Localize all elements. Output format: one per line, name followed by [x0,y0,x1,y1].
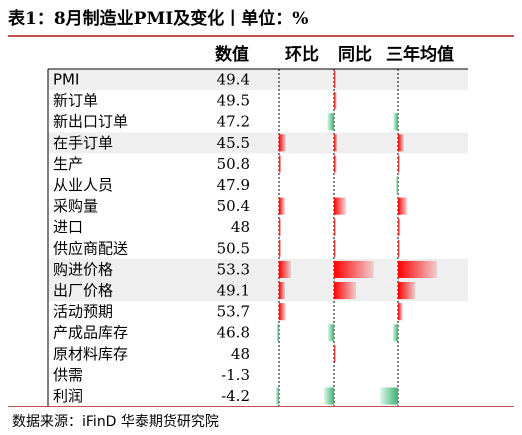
mom-bar [276,324,279,342]
row-value: 50.4 [217,197,250,215]
row-label: 供应商配送 [53,239,128,257]
row-value: 45.5 [217,134,250,152]
column-header-4: 三年均值 [386,44,454,65]
row-label: 活动预期 [53,303,113,321]
yoy-bar [334,71,336,89]
row-value: 53.7 [217,303,250,321]
row-value: 48 [231,218,250,236]
row-value: 50.5 [217,239,250,257]
row-label: 产成品库存 [53,324,128,342]
column-header-2: 环比 [285,44,319,65]
avg3y-bar [398,218,401,236]
row-label: 利润 [53,387,83,405]
avg3y-bar [398,303,403,321]
source-note: 数据来源：iFinD 华泰期货研究院 [12,414,219,430]
yoy-bar [327,324,334,342]
row-label: 出厂价格 [53,282,113,300]
mom-bar [279,282,285,300]
row-label: 购进价格 [53,260,113,278]
avg3y-bar [393,113,398,131]
yoy-bar [334,197,347,215]
yoy-bar [334,155,337,173]
row-value: 48 [231,345,250,363]
avg3y-bar [398,134,404,152]
mom-bar [279,155,282,173]
source-divider [8,406,514,407]
column-header-3: 同比 [338,44,372,65]
row-value: 50.8 [217,155,250,173]
highlight-band [48,280,468,302]
avg3y-bar [396,176,398,194]
avg3y-bar [398,282,416,300]
column-header-1: 数值 [215,44,249,65]
mom-bar [279,197,285,215]
row-value: 47.2 [217,113,250,131]
mom-bar [279,303,286,321]
row-value: 47.9 [217,176,250,194]
avg3y-bar [398,260,437,278]
row-label: 在手订单 [53,134,113,152]
mom-bar [279,134,286,152]
row-value: 49.5 [217,92,250,110]
yoy-bar [334,218,336,236]
row-label: 生产 [53,155,83,173]
row-value: 49.4 [217,71,250,89]
mom-bar [279,218,281,236]
title-divider [8,35,514,37]
row-label: 原材料库存 [53,345,128,363]
yoy-bar [334,92,337,110]
yoy-bar [324,387,334,405]
row-value: -1.3 [221,366,250,384]
row-label: 供需 [53,366,83,384]
row-label: 采购量 [53,197,98,215]
row-value: 49.1 [217,282,250,300]
row-label: 新出口订单 [53,113,128,131]
yoy-bar [334,134,338,152]
yoy-bar [334,239,336,257]
avg3y-bar [398,197,408,215]
avg3y-bar [392,324,398,342]
yoy-bar [334,345,336,363]
highlight-band [48,69,468,91]
row-label: PMI [53,71,79,89]
mom-bar [276,387,279,405]
row-label: 从业人员 [53,176,113,194]
yoy-bar [334,260,374,278]
avg3y-bar [398,155,400,173]
avg3y-bar [398,239,400,257]
highlight-band [48,132,468,154]
row-label: 进口 [53,218,83,236]
mom-bar [279,239,281,257]
yoy-bar [327,113,334,131]
row-value: 46.8 [217,324,250,342]
yoy-bar [334,282,356,300]
page-title: 表1：8月制造业PMI及变化丨单位：% [8,9,309,29]
avg3y-bar [380,387,398,405]
row-label: 新订单 [53,92,98,110]
row-value: 53.3 [217,260,250,278]
mom-bar [279,260,291,278]
row-value: -4.2 [221,387,250,405]
